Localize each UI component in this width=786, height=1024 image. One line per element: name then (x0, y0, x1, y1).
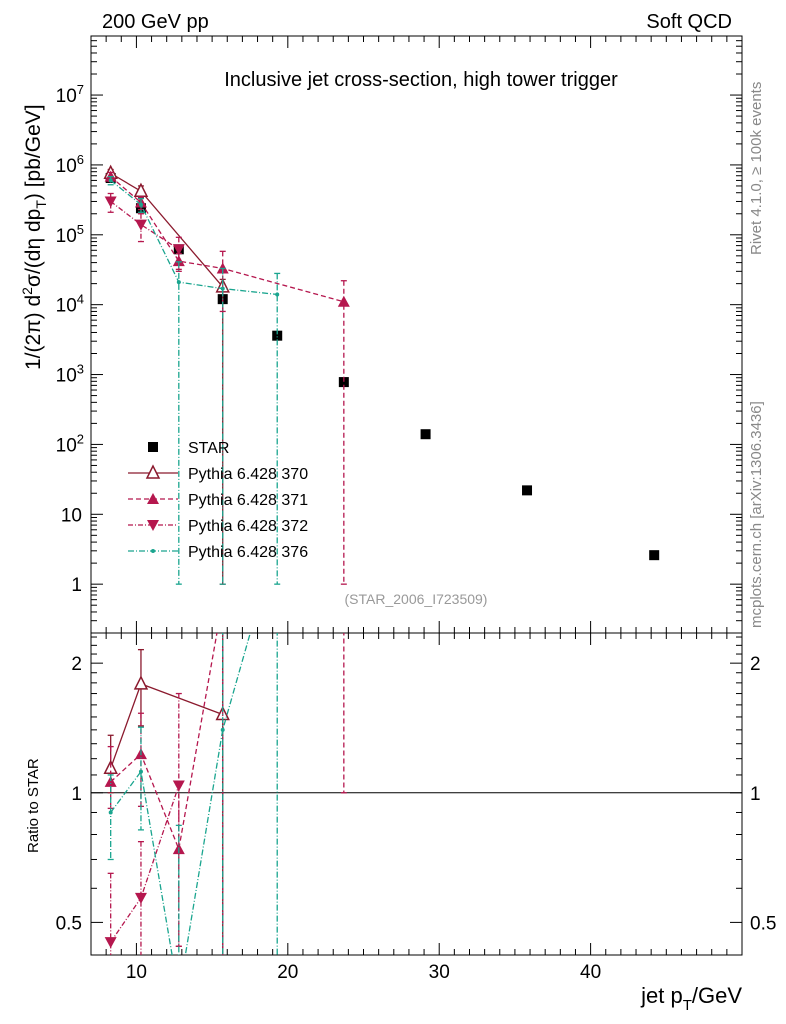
star-data-point (522, 485, 533, 496)
ratio-y-axis-label: Ratio to STAR (25, 758, 42, 853)
pythia-6-428-372-point (172, 244, 185, 256)
x-tick-label: 30 (429, 962, 450, 983)
pythia-6-428-371-ratio-point (104, 775, 117, 787)
pythia-6-428-376-ratio-point (138, 769, 143, 774)
main-axis-ticks: 1 10 102 103 104 105 106 107 (56, 35, 742, 634)
pythia-6-428-376-point (220, 286, 225, 291)
pythia-6-428-376-point (108, 178, 113, 183)
ratio-y-tick-label: 0.5 (56, 913, 82, 934)
y-label-prefactor: 1/(2π) d (22, 295, 45, 370)
ratio-y-tick-label: 1 (71, 784, 82, 805)
legend-label-pythia-6-428-376: Pythia 6.428 376 (188, 544, 308, 561)
pythia-6-428-376-ratio-point (220, 727, 225, 732)
main-series-layer (103, 164, 660, 585)
svg-text:1/(2π) d2σ/(dη dpT) [pb/GeV]: 1/(2π) d2σ/(dη dpT) [pb/GeV] (19, 104, 49, 370)
legend-marker-pythia-6-428-372 (147, 520, 159, 531)
pythia-6-428-376-ratio-line (110, 633, 251, 955)
star-data-point (272, 330, 283, 341)
y-tick-label: 104 (56, 292, 84, 317)
ratio-axis-ticks: 10 20 30 40 0.5 0.5 1 1 2 2 (56, 633, 776, 983)
ratio-y-tick-label-right: 1 (750, 784, 761, 805)
process-label: Soft QCD (646, 11, 732, 33)
pythia-6-428-372-ratio-point (104, 937, 117, 949)
pythia-6-428-372-point (104, 196, 117, 208)
y-tick-label: 106 (56, 152, 84, 177)
pythia-6-428-370-line (110, 172, 224, 288)
pythia-6-428-376-point (176, 280, 181, 285)
y-tick-label: 102 (56, 431, 84, 456)
pythia-6-428-376-ratio-point (108, 810, 113, 815)
legend-label-pythia-6-428-372: Pythia 6.428 372 (188, 518, 308, 535)
y-tick-label: 107 (56, 82, 84, 107)
main-y-axis-label: 1/(2π) d2σ/(dη dpT) [pb/GeV] (19, 104, 49, 370)
pythia-6-428-376-point (275, 292, 280, 297)
pythia-6-428-371-line (110, 176, 345, 303)
analysis-tag: (STAR_2006_I723509) (345, 591, 488, 607)
y-tick-label: 105 (56, 222, 84, 247)
legend-marker-pythia-6-428-370 (145, 464, 161, 479)
pythia-6-428-376-point (138, 202, 143, 207)
ratio-panel-frame (90, 632, 743, 956)
energy-label: 200 GeV pp (102, 11, 209, 33)
legend-label-pythia-6-428-371: Pythia 6.428 371 (188, 492, 308, 509)
pythia-6-428-371-ratio-line (110, 633, 218, 852)
pythia-6-428-371-point (337, 295, 350, 307)
legend-marker-pythia-6-428-371 (147, 493, 159, 504)
svg-text:jet pT/GeV: jet pT/GeV (640, 983, 742, 1014)
pythia-6-428-370-ratio-point (133, 675, 149, 690)
y-tick-label: 1 (71, 575, 82, 596)
pythia-6-428-371-ratio-point (217, 594, 229, 605)
legend-marker-star (148, 442, 158, 452)
x-tick-label: 10 (126, 962, 147, 983)
star-data-point (420, 429, 431, 440)
pythia-6-428-376-ratio-point (177, 993, 181, 997)
y-tick-label: 10 (61, 505, 82, 526)
pythia-6-428-370-point (133, 182, 149, 197)
mcplots-label: mcplots.cern.ch [arXiv:1306.3436] (748, 401, 765, 628)
legend-marker-pythia-6-428-376 (151, 549, 155, 553)
y-tick-label: 103 (56, 362, 84, 387)
ratio-y-tick-label: 2 (71, 654, 82, 675)
ratio-y-tick-label-right: 2 (750, 654, 761, 675)
chart-title: Inclusive jet cross-section, high tower … (224, 69, 618, 91)
pythia-6-428-372-ratio-point (172, 780, 185, 792)
star-data-point (649, 550, 660, 561)
ratio-series-layer (103, 594, 347, 997)
x-tick-label: 20 (277, 962, 298, 983)
legend: STAR Pythia 6.428 370 Pythia 6.428 371 Pyth… (128, 440, 308, 561)
rivet-version-label: Rivet 4.1.0, ≥ 100k events (748, 82, 765, 255)
legend-label-pythia-6-428-370: Pythia 6.428 370 (188, 466, 308, 483)
star-data-point (338, 377, 349, 388)
x-axis-label: jet pT/GeV (640, 983, 742, 1014)
legend-label-star: STAR (188, 440, 229, 457)
ratio-y-tick-label-right: 0.5 (750, 913, 776, 934)
pythia-6-428-372-point (134, 219, 147, 231)
pythia-6-428-372-ratio-line (110, 785, 180, 943)
pythia-6-428-372-line (110, 200, 180, 250)
x-tick-label: 40 (580, 962, 601, 983)
pythia-6-428-372-ratio-point (134, 892, 147, 904)
